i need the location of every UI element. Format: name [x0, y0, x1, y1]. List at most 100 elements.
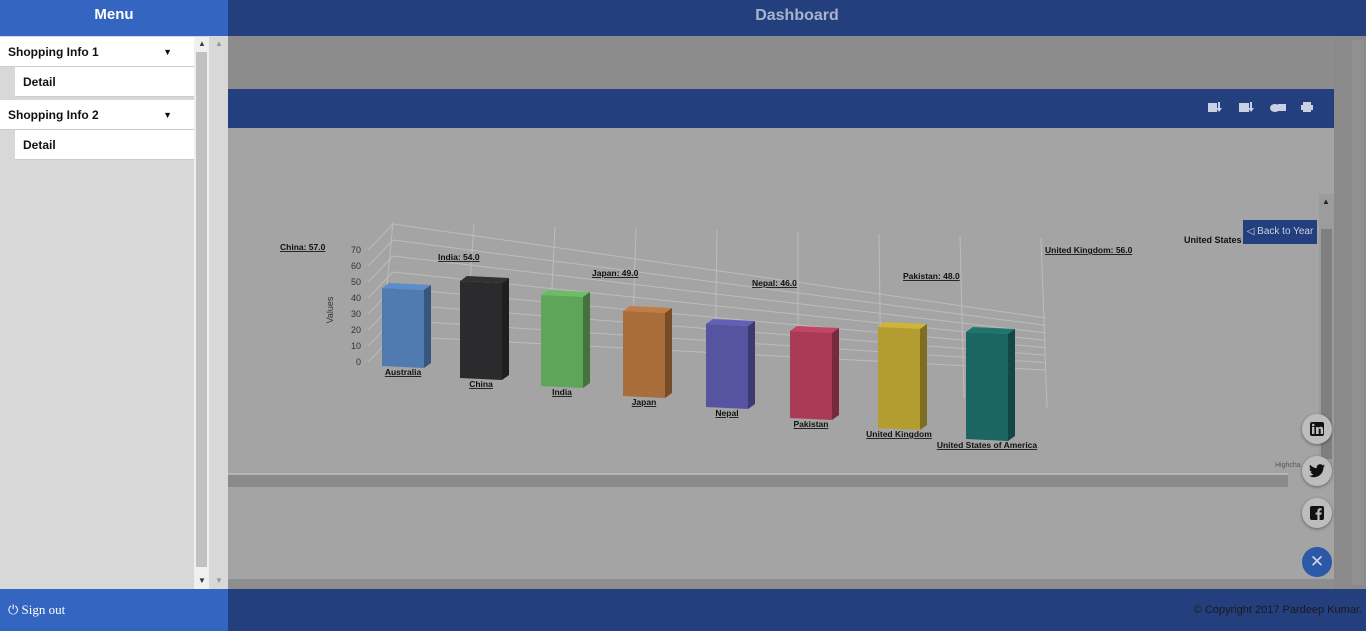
bar-side: [502, 278, 509, 380]
scroll-up-icon[interactable]: ▲: [215, 39, 223, 48]
y-tick-label: 70: [351, 245, 361, 255]
card-header: [228, 89, 1334, 128]
bar-top: [706, 319, 755, 326]
grid-line: [367, 271, 394, 299]
grid-line: [367, 239, 394, 267]
sidebar-outer-scrollbar[interactable]: ▲ ▼: [212, 37, 226, 589]
data-labels: China: 57.0 India: 54.0 Japan: 49.0 Nepal: …: [280, 242, 1133, 288]
grid-line: [392, 239, 1047, 326]
linkedin-icon: [1310, 422, 1324, 436]
chart-scroll-up-icon[interactable]: ▲: [1322, 197, 1330, 206]
print-icon[interactable]: [1300, 100, 1316, 114]
bar-side: [832, 328, 839, 420]
bar-top: [382, 283, 431, 290]
close-icon[interactable]: ✕: [1309, 552, 1325, 571]
bar: [706, 324, 748, 409]
grid-line: [392, 223, 1047, 319]
x-tick-label: Pakistan: [794, 419, 829, 429]
facebook-button[interactable]: [1302, 498, 1332, 528]
chart-credits[interactable]: Highcha: [1275, 462, 1301, 469]
y-tick-label: 50: [351, 277, 361, 287]
bar: [623, 311, 665, 398]
sign-out-label: Sign out: [21, 602, 66, 617]
bar-side: [665, 308, 672, 398]
footer: © Copyright 2017 Pardeep Kumar.: [228, 589, 1366, 631]
y-tick-label: 60: [351, 261, 361, 271]
twitter-button[interactable]: [1302, 456, 1332, 486]
chart-vertical-scrollbar[interactable]: ▲: [1319, 194, 1334, 469]
x-tick-label: China: [469, 379, 493, 389]
sidebar: Menu Shopping Info 1 ▼ Detail Shopping I…: [0, 0, 228, 631]
x-axis-labels: Australia China India Japan Nepal Pakistan Uni…: [385, 367, 1038, 450]
y-tick-label: 40: [351, 293, 361, 303]
y-tick-label: 30: [351, 309, 361, 319]
bar-chart-3d: 0 10 20 30 40 50 60 70 Values Australia China Ind…: [280, 221, 1242, 450]
grid-line: [959, 235, 965, 399]
facebook-icon: [1310, 506, 1324, 520]
page-title: Dashboard: [755, 7, 839, 24]
close-share-button[interactable]: ✕: [1302, 547, 1332, 577]
bar-side: [920, 324, 927, 430]
bar-top: [878, 322, 927, 329]
data-label: Japan: 49.0: [592, 268, 639, 278]
chart-horizontal-scrollbar[interactable]: [228, 473, 1288, 487]
sidebar-menu: Shopping Info 1 ▼ Detail Shopping Info 2…: [0, 37, 194, 160]
y-tick-label: 20: [351, 325, 361, 335]
sidebar-scrollbar[interactable]: ▲ ▼: [194, 37, 209, 589]
sidebar-title: Menu: [0, 0, 228, 36]
power-icon: ⏻: [8, 602, 19, 617]
grid-line: [392, 255, 1047, 334]
scroll-up-icon[interactable]: ▲: [198, 39, 206, 48]
scroll-down-icon[interactable]: ▼: [215, 576, 223, 585]
y-axis: 0 10 20 30 40 50 60 70: [351, 245, 361, 367]
bar-top: [541, 290, 590, 297]
bar: [541, 295, 583, 388]
download-image-icon[interactable]: [1269, 100, 1286, 114]
bar-side: [748, 321, 755, 409]
menu-group-label: Shopping Info 2: [8, 108, 99, 122]
bar-side: [424, 285, 431, 368]
grid-line: [1040, 237, 1048, 409]
data-label: United Kingdom: 56.0: [1045, 245, 1133, 255]
grid-line: [367, 255, 394, 283]
x-tick-label: Nepal: [715, 408, 738, 418]
y-axis-title: Values: [325, 296, 335, 323]
bar-top: [966, 327, 1015, 334]
back-to-year-button[interactable]: ◁ Back to Year: [1243, 220, 1317, 244]
sidebar-scroll-thumb[interactable]: [196, 52, 207, 567]
menu-group-shopping-info-1[interactable]: Shopping Info 1 ▼: [0, 37, 194, 67]
sign-out-button[interactable]: ⏻ Sign out: [0, 589, 228, 631]
download-csv-icon[interactable]: [1207, 100, 1223, 114]
chart-area: ◁ Back to Year ▲ Highcha: [228, 128, 1334, 564]
bar-top: [623, 306, 672, 313]
x-tick-label: Australia: [385, 367, 422, 377]
bar-side: [583, 292, 590, 388]
caret-down-icon[interactable]: ▼: [163, 47, 172, 57]
menu-group-shopping-info-2[interactable]: Shopping Info 2 ▼: [0, 100, 194, 130]
copyright-text: © Copyright 2017 Pardeep Kumar.: [1193, 604, 1362, 616]
menu-item-detail-1[interactable]: Detail: [15, 67, 194, 97]
chart-scroll-thumb[interactable]: [1321, 229, 1332, 459]
grid-line: [367, 223, 394, 251]
sub-header: [228, 36, 1366, 89]
twitter-icon: [1309, 464, 1325, 478]
page-scrollbar[interactable]: [1352, 40, 1364, 585]
linkedin-button[interactable]: [1302, 414, 1332, 444]
top-header: Dashboard: [228, 0, 1366, 36]
x-tick-label: Japan: [632, 397, 657, 407]
menu-item-detail-2[interactable]: Detail: [15, 130, 194, 160]
y-tick-label: 0: [356, 357, 361, 367]
data-label: Pakistan: 48.0: [903, 271, 960, 281]
menu-group-label: Shopping Info 1: [8, 45, 99, 59]
x-tick-label: United Kingdom: [866, 429, 932, 439]
download-xls-icon[interactable]: [1238, 100, 1254, 114]
bar: [878, 327, 920, 430]
x-tick-label: India: [552, 387, 572, 397]
x-tick-label: United States of America: [937, 440, 1038, 450]
scroll-down-icon[interactable]: ▼: [198, 576, 206, 585]
caret-down-icon[interactable]: ▼: [163, 110, 172, 120]
y-tick-label: 10: [351, 341, 361, 351]
bar-top: [790, 326, 839, 333]
data-label: Nepal: 46.0: [752, 278, 797, 288]
bar: [966, 332, 1008, 441]
